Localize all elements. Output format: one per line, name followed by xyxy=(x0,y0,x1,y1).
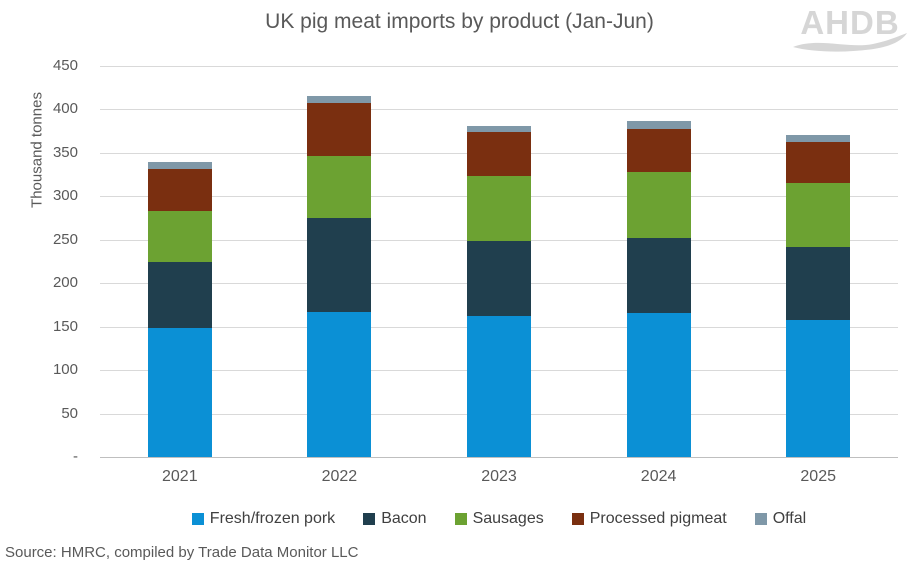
ahdb-logo-text: AHDB xyxy=(800,4,900,41)
legend-item-processed-pigmeat: Processed pigmeat xyxy=(571,510,727,528)
legend-item-sausages: Sausages xyxy=(454,510,544,528)
bar-segment-2021-sausages xyxy=(147,211,212,263)
y-tick-label-250: 250 xyxy=(52,230,78,248)
bar-segment-2025-bacon xyxy=(786,246,851,320)
bar-segment-2025-processed-pigmeat xyxy=(786,142,851,184)
bar-segment-2024-offal xyxy=(626,120,691,129)
legend: Fresh/frozen pork Bacon Sausages Processed … xyxy=(100,510,898,528)
y-tick-label-150: 150 xyxy=(52,317,78,335)
legend-label-fresh-frozen-pork: Fresh/frozen pork xyxy=(209,510,336,527)
x-tick-label-2024: 2024 xyxy=(640,468,677,485)
ahdb-wave-icon xyxy=(793,33,907,52)
y-tick-label-450: 450 xyxy=(52,57,78,74)
legend-swatch-offal xyxy=(754,513,767,525)
y-tick-label-50: 50 xyxy=(61,404,78,422)
legend-label-bacon: Bacon xyxy=(381,510,427,527)
bar-segment-2023-sausages xyxy=(467,176,531,241)
y-tick-label-100: 100 xyxy=(52,361,78,379)
legend-item-offal: Offal xyxy=(754,510,807,528)
legend-swatch-processed-pigmeat xyxy=(571,513,584,525)
bar-segment-2021-offal xyxy=(147,161,212,170)
bar-segment-2022-sausages xyxy=(307,155,372,219)
x-tick-label-2023: 2023 xyxy=(481,468,517,485)
bar-segment-2023-fresh-frozen-pork xyxy=(467,316,531,457)
legend-label-processed-pigmeat: Processed pigmeat xyxy=(589,510,727,527)
bar-2022 xyxy=(307,95,372,457)
legend-swatch-fresh-frozen-pork xyxy=(191,513,204,525)
bar-segment-2024-bacon xyxy=(626,238,691,313)
legend-item-bacon: Bacon xyxy=(363,510,427,528)
bar-2021 xyxy=(147,161,212,457)
legend-label-offal: Offal xyxy=(772,510,807,527)
ahdb-logo: AHDB xyxy=(793,6,907,58)
chart-title: UK pig meat imports by product (Jan-Jun) xyxy=(265,10,654,33)
y-tick-label-400: 400 xyxy=(52,100,78,118)
bar-2025 xyxy=(786,134,851,457)
bar-2023 xyxy=(467,125,531,457)
bar-segment-2023-processed-pigmeat xyxy=(467,132,531,177)
bar-segment-2022-bacon xyxy=(307,218,372,312)
bar-segment-2023-bacon xyxy=(467,240,531,317)
bar-segment-2025-offal xyxy=(786,134,851,143)
gridline-450 xyxy=(100,66,898,67)
bar-segment-2024-sausages xyxy=(626,172,691,239)
bar-segment-2021-processed-pigmeat xyxy=(147,169,212,212)
x-tick-label-2022: 2022 xyxy=(321,468,358,485)
y-tick-label-300: 300 xyxy=(52,187,78,205)
bar-segment-2025-sausages xyxy=(786,183,851,247)
source-note: Source: HMRC, compiled by Trade Data Mon… xyxy=(5,544,359,561)
bar-segment-2021-fresh-frozen-pork xyxy=(147,328,212,457)
y-tick-label-350: 350 xyxy=(52,143,78,161)
y-tick-label-0: - xyxy=(73,448,78,465)
legend-swatch-bacon xyxy=(363,513,376,525)
legend-swatch-sausages xyxy=(454,513,467,525)
bar-segment-2023-offal xyxy=(467,125,531,133)
x-tick-label-2025: 2025 xyxy=(800,468,836,485)
y-tick-label-200: 200 xyxy=(52,274,78,292)
bar-2024 xyxy=(626,120,691,457)
bar-segment-2022-fresh-frozen-pork xyxy=(307,311,372,457)
x-axis-line xyxy=(100,457,898,458)
bar-segment-2021-bacon xyxy=(147,262,212,329)
x-tick-label-2021: 2021 xyxy=(162,468,198,485)
legend-item-fresh-frozen-pork: Fresh/frozen pork xyxy=(191,510,336,528)
bar-segment-2024-fresh-frozen-pork xyxy=(626,312,691,457)
bar-segment-2022-offal xyxy=(307,95,372,104)
bar-segment-2024-processed-pigmeat xyxy=(626,128,691,173)
gridline-400 xyxy=(100,109,898,111)
bar-segment-2025-fresh-frozen-pork xyxy=(786,319,851,457)
legend-label-sausages: Sausages xyxy=(472,510,544,527)
bar-segment-2022-processed-pigmeat xyxy=(307,103,372,156)
